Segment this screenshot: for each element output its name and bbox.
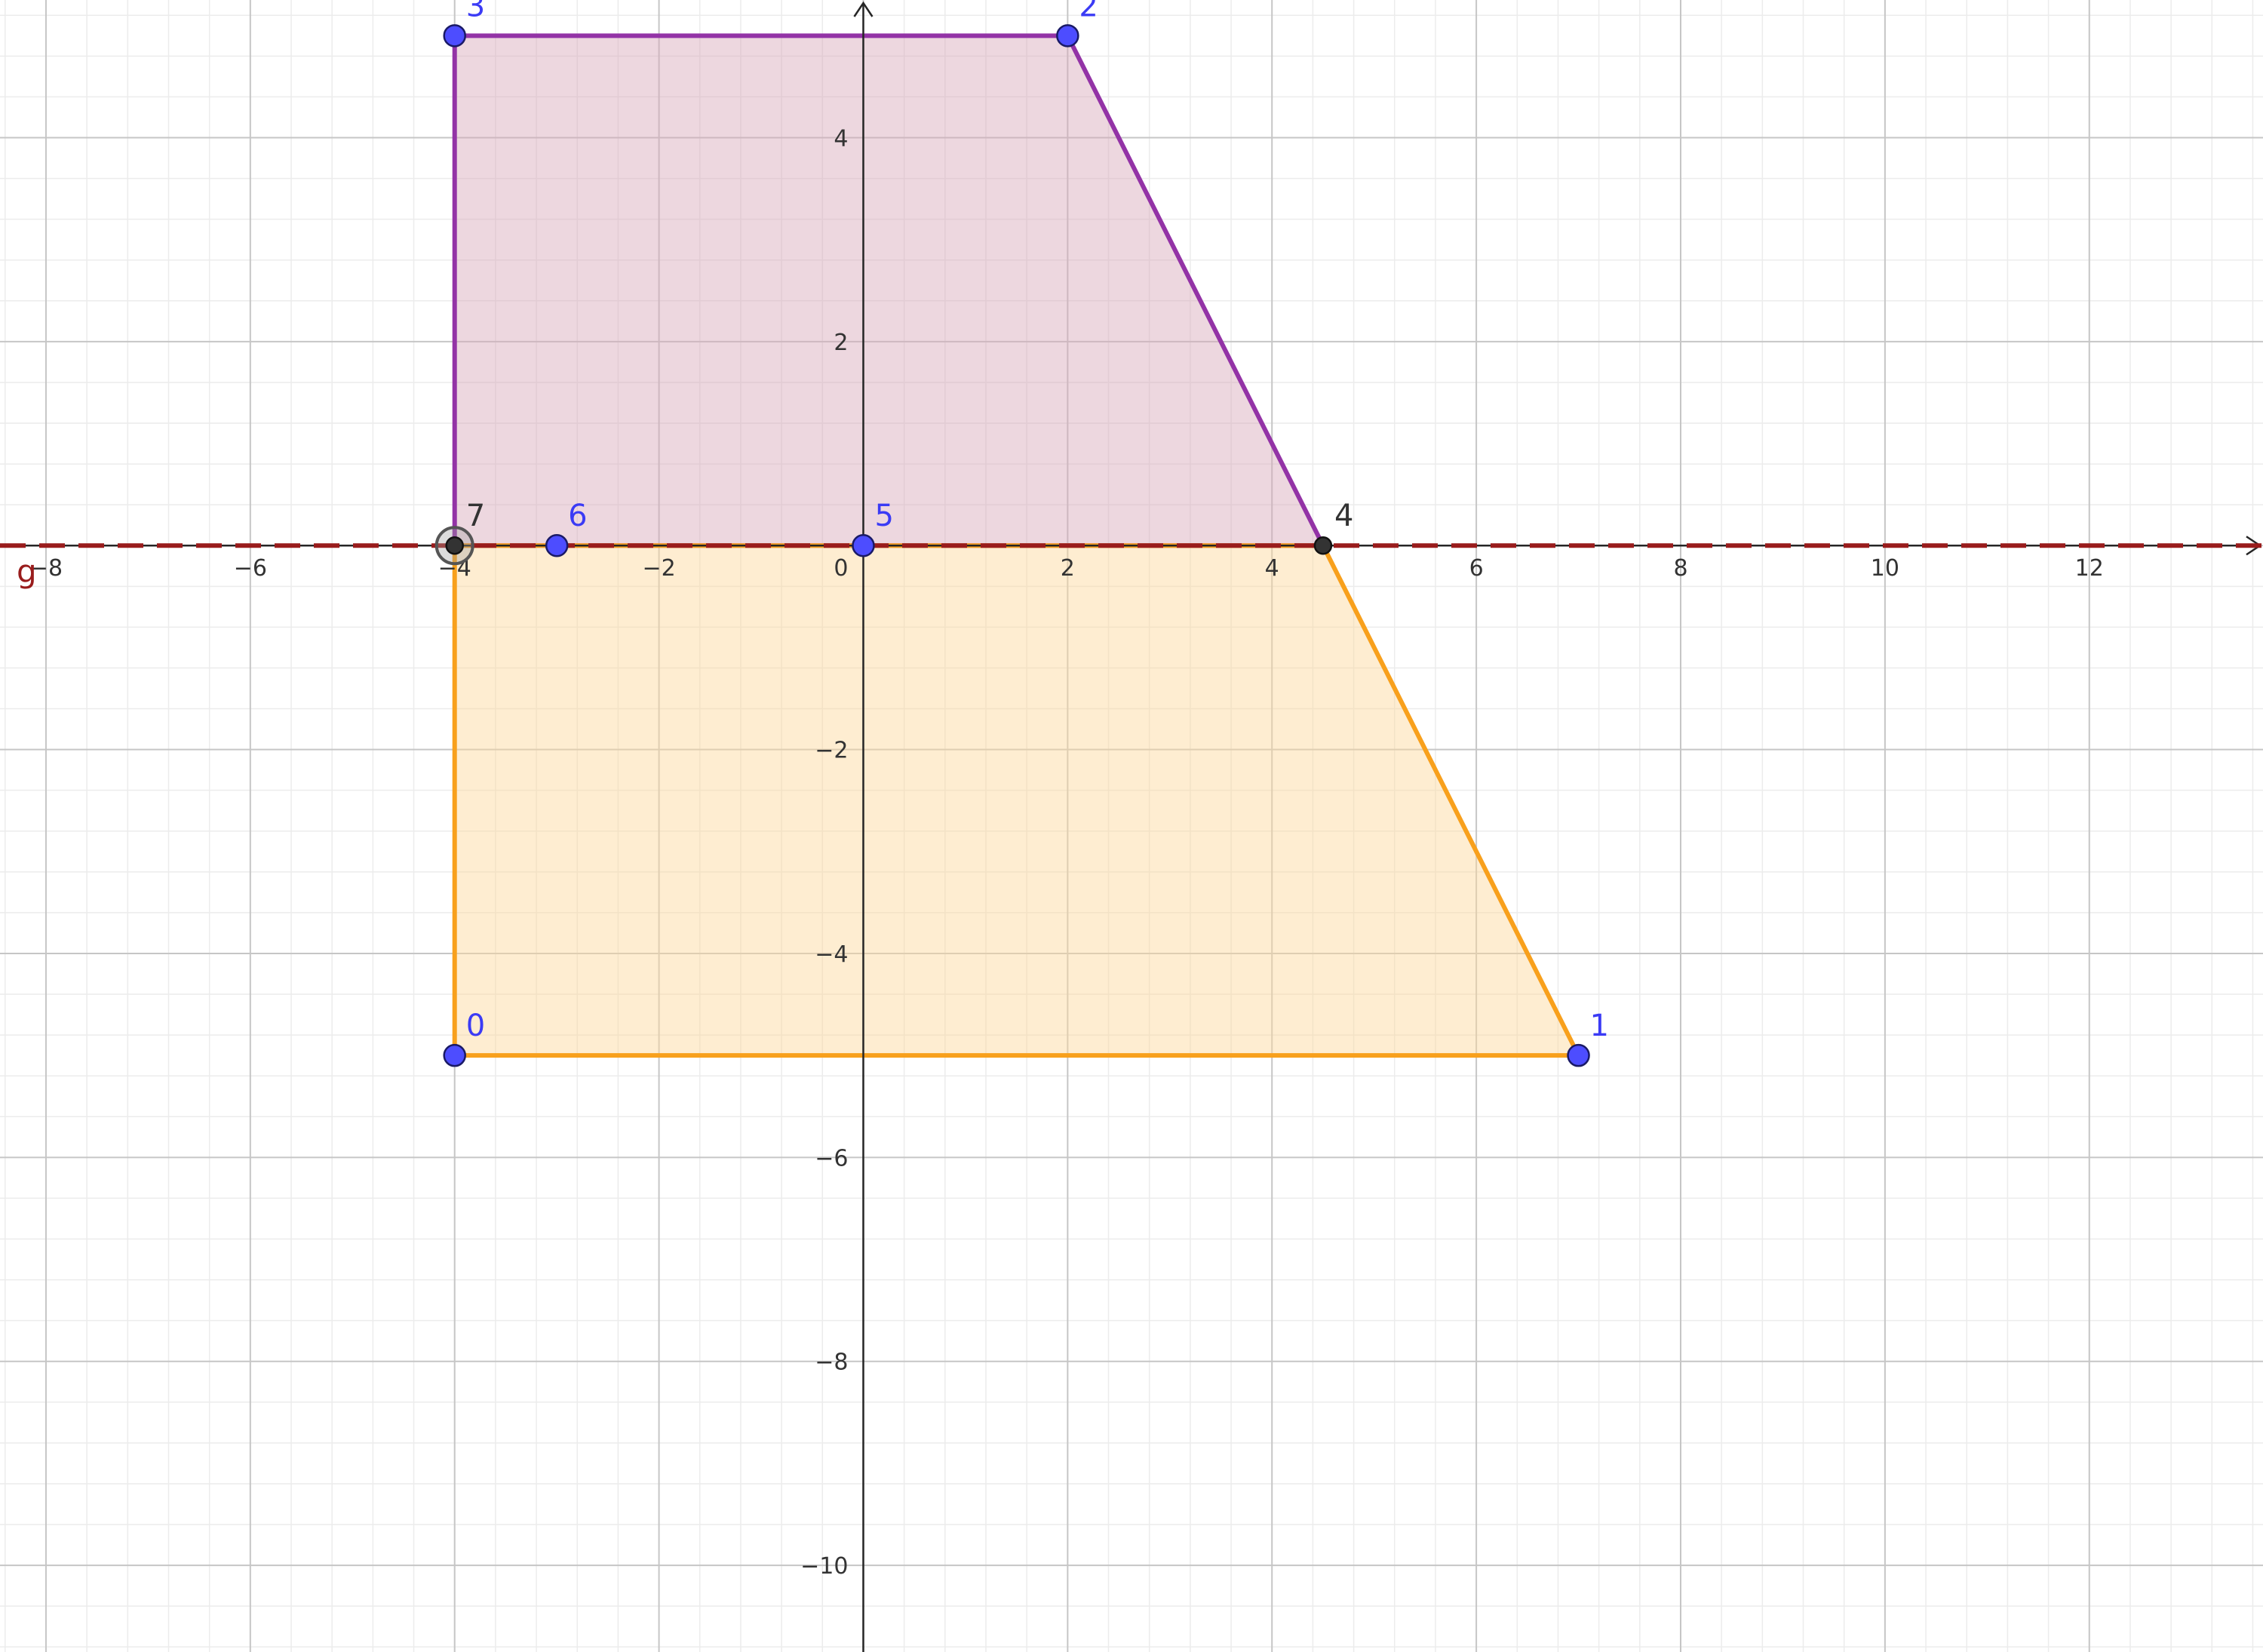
x-tick-label: −8 bbox=[29, 555, 63, 582]
points-layer: 0 1 2 3 4 5 6 7 bbox=[434, 0, 1609, 1067]
upper-quadrilateral[interactable] bbox=[452, 33, 1325, 548]
point-label: 4 bbox=[1334, 499, 1353, 533]
line-g-label: g bbox=[17, 553, 37, 590]
point-2[interactable]: 2 bbox=[1056, 0, 1098, 48]
point-label: 7 bbox=[466, 499, 485, 533]
lower-quadrilateral[interactable] bbox=[452, 543, 1581, 1058]
x-tick-label: 12 bbox=[2075, 555, 2104, 582]
point-label: 0 bbox=[466, 1009, 485, 1043]
x-tick-label: 4 bbox=[1265, 555, 1279, 582]
x-tick-label: −2 bbox=[642, 555, 675, 582]
x-tick-label: 6 bbox=[1469, 555, 1484, 582]
y-tick-label: 4 bbox=[834, 126, 848, 152]
point-marker[interactable] bbox=[443, 24, 466, 48]
point-marker[interactable] bbox=[1313, 536, 1333, 555]
polygons-layer bbox=[452, 33, 1581, 1058]
point-label: 2 bbox=[1079, 0, 1098, 23]
point-label: 5 bbox=[874, 499, 893, 533]
point-marker[interactable] bbox=[1056, 24, 1079, 48]
x-tick-label: 2 bbox=[1061, 555, 1075, 582]
y-tick-label: −6 bbox=[815, 1145, 848, 1171]
point-label: 6 bbox=[568, 499, 587, 533]
y-tick-label: −4 bbox=[815, 941, 848, 968]
x-tick-label: −6 bbox=[234, 555, 267, 582]
point-3[interactable]: 3 bbox=[443, 0, 485, 48]
origin-label: 0 bbox=[834, 555, 848, 582]
point-marker[interactable] bbox=[852, 533, 875, 557]
point-marker[interactable] bbox=[443, 1043, 466, 1067]
point-marker[interactable] bbox=[445, 536, 464, 555]
y-tick-label: −10 bbox=[800, 1553, 848, 1580]
point-5[interactable]: 5 bbox=[852, 499, 894, 557]
point-7[interactable]: 7 bbox=[434, 499, 485, 566]
point-marker[interactable] bbox=[545, 533, 569, 557]
point-1[interactable]: 1 bbox=[1567, 1009, 1609, 1067]
point-0[interactable]: 0 bbox=[443, 1009, 485, 1067]
point-6[interactable]: 6 bbox=[545, 499, 588, 557]
y-tick-label: −8 bbox=[815, 1350, 848, 1376]
point-label: 3 bbox=[466, 0, 485, 23]
y-tick-label: −2 bbox=[815, 738, 848, 764]
x-tick-label: 10 bbox=[1871, 555, 1899, 582]
y-axis-arrow-icon bbox=[853, 1, 874, 17]
point-4[interactable]: 4 bbox=[1313, 499, 1353, 555]
point-marker[interactable] bbox=[1567, 1043, 1590, 1067]
point-label: 1 bbox=[1590, 1009, 1609, 1043]
y-tick-label: 2 bbox=[834, 330, 848, 356]
x-tick-label: 8 bbox=[1673, 555, 1687, 582]
